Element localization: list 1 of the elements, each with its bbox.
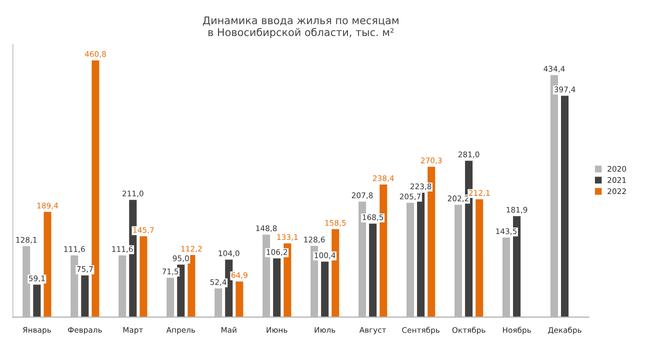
chart-title: Динамика ввода жилья по месяцам в Новосибирской области, тыс. м²	[202, 16, 398, 38]
